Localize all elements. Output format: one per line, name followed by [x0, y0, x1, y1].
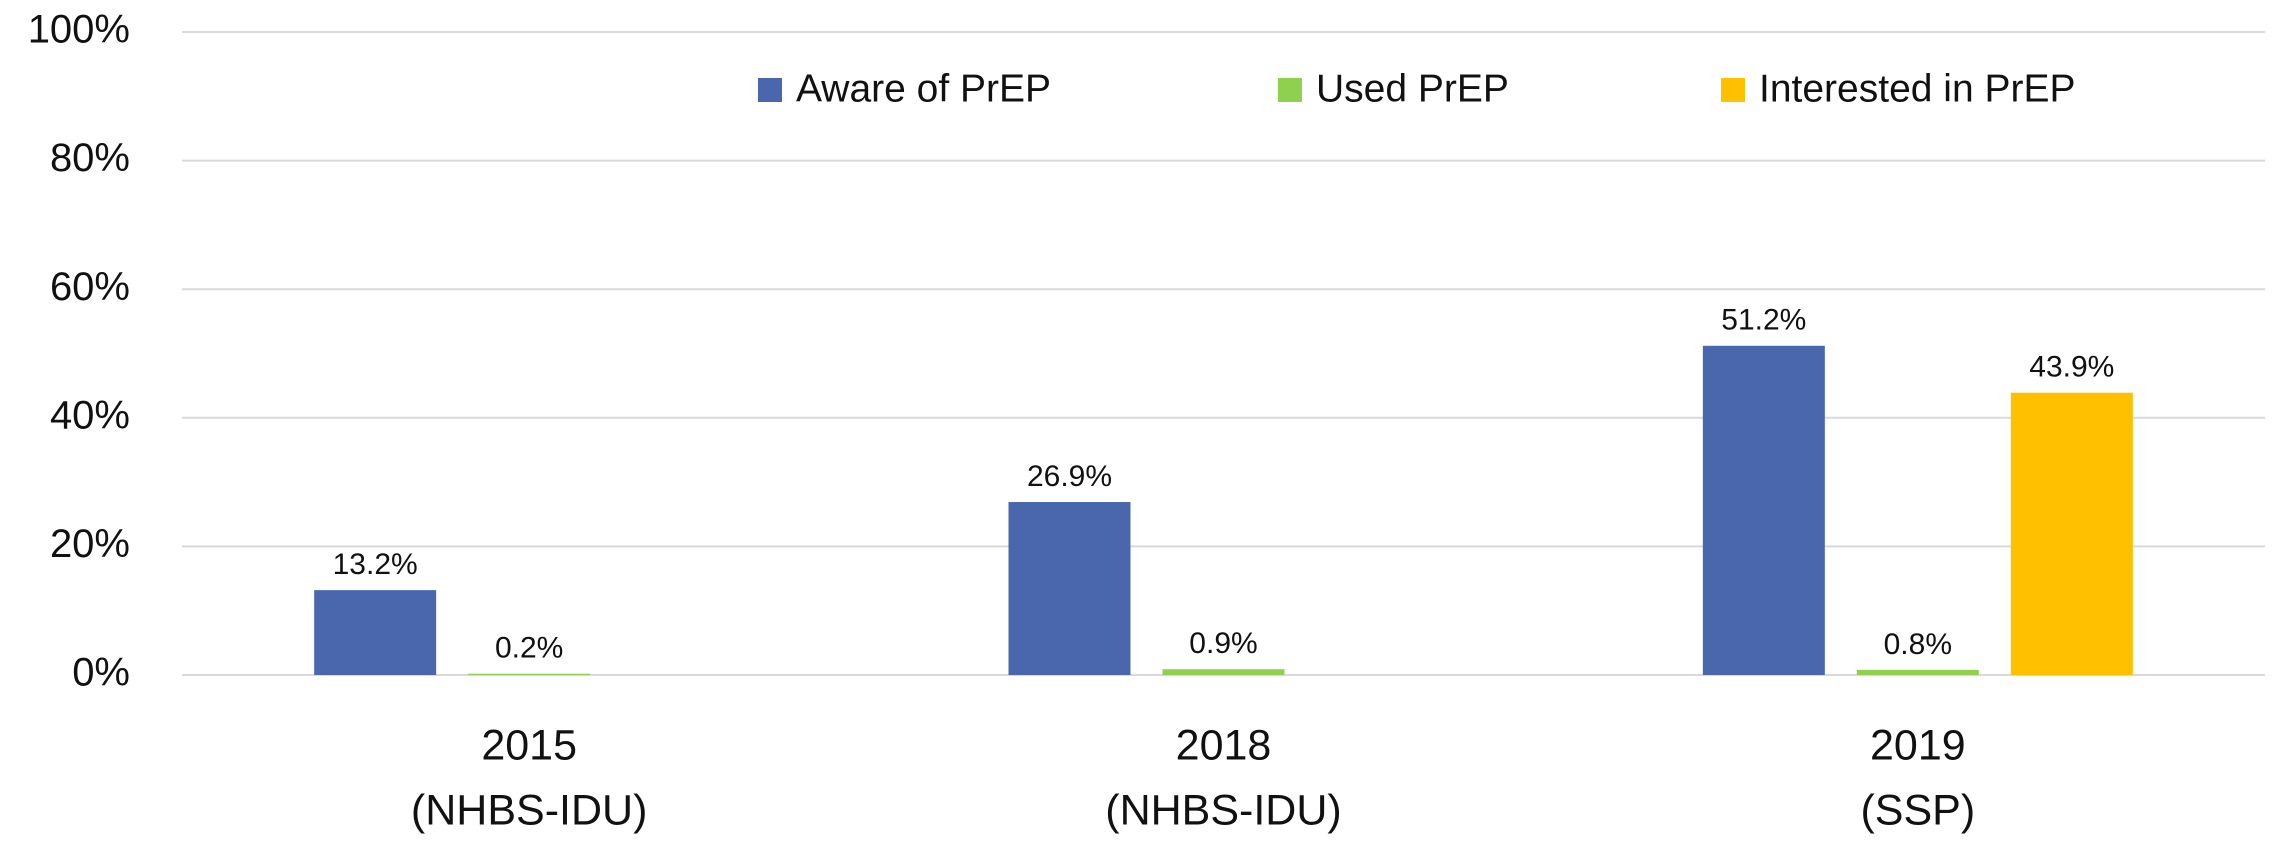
legend-swatch [1721, 78, 1745, 102]
y-tick-label: 60% [50, 265, 130, 309]
data-label: 51.2% [1721, 304, 1806, 337]
legend-swatch [758, 78, 782, 102]
y-tick-label: 0% [72, 651, 130, 695]
x-tick-label: 2018 [1176, 721, 1272, 769]
x-tick-label: 2015 [481, 721, 577, 769]
bar [468, 673, 591, 675]
y-tick-label: 40% [50, 393, 130, 437]
y-tick-label: 20% [50, 522, 130, 566]
x-tick-label: (NHBS-IDU) [1105, 786, 1341, 834]
bar [2010, 392, 2133, 675]
legend-label: Interested in PrEP [1759, 67, 2076, 110]
y-tick-label: 80% [50, 136, 130, 180]
data-label: 13.2% [333, 548, 418, 581]
legend-swatch [1278, 78, 1302, 102]
data-label: 43.9% [2029, 351, 2114, 384]
bar [1162, 669, 1285, 675]
legend-label: Aware of PrEP [796, 67, 1051, 110]
x-tick-label: (SSP) [1860, 786, 1975, 834]
legend-label: Used PrEP [1316, 67, 1509, 110]
bar [1856, 669, 1979, 675]
bar [1702, 345, 1825, 675]
x-tick-label: (NHBS-IDU) [411, 786, 647, 834]
data-label: 0.9% [1189, 627, 1257, 660]
bar [1008, 502, 1131, 675]
y-tick-label: 100% [28, 8, 130, 52]
x-tick-label: 2019 [1870, 721, 1966, 769]
bar [314, 590, 437, 675]
data-label: 0.2% [495, 632, 563, 665]
data-label: 0.8% [1884, 628, 1952, 661]
data-label: 26.9% [1027, 460, 1112, 493]
